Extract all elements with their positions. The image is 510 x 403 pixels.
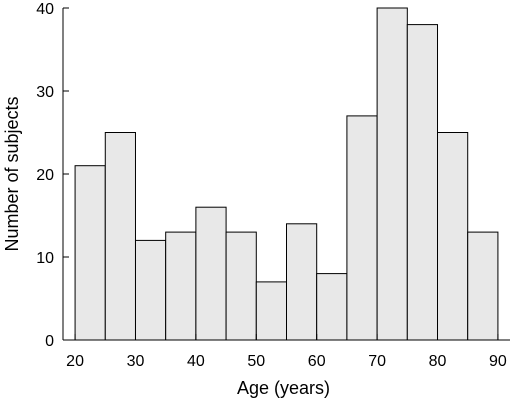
y-axis-title: Number of subjects	[2, 96, 22, 251]
histogram-bar-4	[195, 206, 227, 341]
histogram-bar-8	[316, 273, 348, 341]
bars-group	[74, 7, 499, 341]
x-tick-label: 90	[489, 353, 507, 370]
y-tick-label: 40	[36, 1, 54, 18]
x-tick-label: 40	[187, 353, 205, 370]
y-tick-label: 0	[45, 333, 54, 350]
histogram-bar-10	[376, 7, 408, 341]
histogram-bar-6	[255, 281, 287, 341]
y-ticks-group: 0 10 20 30 40	[36, 1, 69, 350]
histogram-bar-3	[165, 231, 197, 341]
histogram-bar-12	[437, 132, 469, 341]
histogram-bar-2	[134, 239, 167, 341]
x-tick-label: 70	[368, 353, 386, 370]
x-tick-label: 80	[429, 353, 447, 370]
x-tick-label: 20	[66, 353, 84, 370]
y-tick-label: 20	[36, 167, 54, 184]
histogram-bar-5	[225, 231, 257, 341]
x-ticks-group: 20 30 40 50 60 70 80 90	[66, 334, 507, 370]
x-tick-label: 50	[247, 353, 265, 370]
y-tick-label: 30	[36, 84, 54, 101]
histogram-bar-7	[286, 223, 318, 341]
histogram-bar-9	[346, 115, 378, 341]
y-tick-label: 10	[36, 250, 54, 267]
histogram-bar-11	[406, 24, 439, 341]
histogram-bar-1	[104, 132, 136, 341]
x-tick-label: 60	[308, 353, 326, 370]
x-axis-title: Age (years)	[237, 378, 330, 398]
histogram-bar-0	[74, 165, 106, 341]
x-tick-label: 30	[127, 353, 145, 370]
histogram-bar-13	[467, 231, 499, 341]
